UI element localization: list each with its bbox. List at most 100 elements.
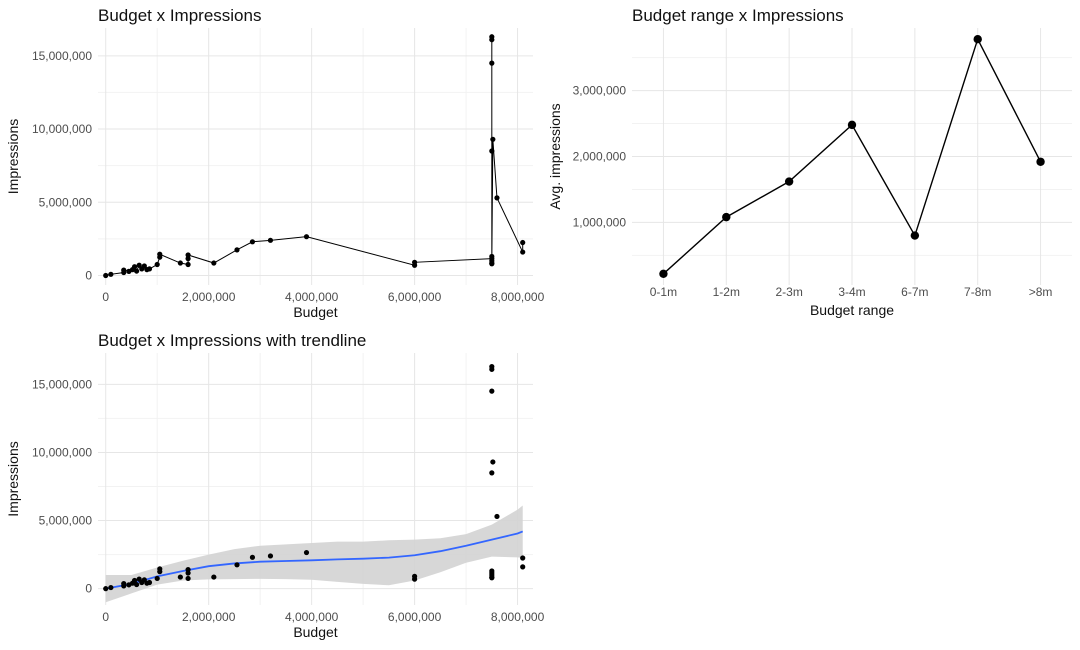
- chart3-data-point: [103, 586, 109, 592]
- chart1-x-axis-title: Budget: [293, 304, 337, 320]
- chart3-x-tick-label: 6,000,000: [388, 610, 442, 624]
- chart1-y-tick-label: 0: [85, 268, 92, 282]
- chart1-data-point: [489, 148, 495, 154]
- chart1-data-point: [157, 251, 163, 257]
- chart3-x-tick-label: 0: [102, 610, 109, 624]
- chart1-data-point: [211, 260, 217, 266]
- chart3-data-point: [108, 584, 114, 591]
- chart3-data-point: [411, 576, 418, 582]
- chart3-data-point: [157, 569, 163, 575]
- chart1-y-tick-label: 10,000,000: [32, 122, 92, 136]
- chart3-data-point: [157, 566, 163, 572]
- chart1-data-point: [154, 261, 160, 268]
- chart2-series-line: [662, 37, 1042, 275]
- chart1-data-point: [108, 271, 114, 277]
- chart2-x-tick-label: 1-2m: [713, 285, 740, 299]
- chart1-data-point: [234, 247, 240, 253]
- chart2-x-tick-label: 3-4m: [838, 285, 865, 299]
- chart2-x-tick-label: 7-8m: [964, 285, 991, 299]
- chart1-data-point: [144, 267, 150, 273]
- chart3-data-point: [141, 577, 147, 583]
- chart1-data-point: [490, 136, 496, 142]
- chart1-data-point: [303, 234, 310, 240]
- chart2-title: Budget range x Impressions: [632, 6, 844, 25]
- chart1-data-point: [489, 260, 495, 266]
- chart3-x-tick-label: 4,000,000: [285, 610, 339, 624]
- chart1-data-point: [177, 260, 183, 266]
- chart1-x-tick-label: 6,000,000: [388, 290, 442, 304]
- chart2-data-point: [973, 35, 982, 44]
- chart3-data-point: [146, 579, 153, 586]
- chart1-x-tick-label: 2,000,000: [182, 290, 236, 304]
- chart3-data-point: [211, 574, 217, 580]
- chart1-y-tick-label: 5,000,000: [39, 195, 93, 209]
- chart3-x-axis-title: Budget: [293, 624, 337, 640]
- chart3-data-point: [131, 577, 138, 584]
- chart3-confidence-band: [105, 505, 523, 603]
- chart2-data-point: [910, 231, 920, 240]
- chart1-data-point: [489, 256, 495, 262]
- chart1-data-point: [103, 272, 109, 279]
- chart1-data-point: [489, 37, 495, 43]
- chart2-x-axis-title: Budget range: [810, 302, 894, 318]
- chart1-data-point: [489, 60, 495, 66]
- chart3-data-point: [489, 364, 495, 370]
- chart3-data-point: [489, 572, 495, 578]
- chart1-data-point: [185, 252, 191, 258]
- chart2-data-point: [659, 269, 668, 278]
- chart2-x-tick-label: 0-1m: [650, 285, 677, 299]
- chart3-y-tick-label: 15,000,000: [32, 377, 92, 391]
- chart2-y-tick-label: 3,000,000: [573, 84, 627, 98]
- chart1-data-point: [249, 239, 256, 245]
- chart1-data-point: [185, 261, 191, 268]
- chart1-title: Budget x Impressions: [98, 6, 262, 25]
- chart1-data-point: [141, 263, 147, 269]
- chart3-data-point: [177, 574, 183, 580]
- chart3-y-axis-title: Impressions: [5, 441, 21, 516]
- chart3-data-point: [489, 388, 495, 394]
- chart3-x-tick-label: 2,000,000: [182, 610, 236, 624]
- chart3-data-point: [520, 564, 526, 570]
- chart3-data-point: [303, 549, 310, 556]
- chart1-x-tick-label: 8,000,000: [491, 290, 545, 304]
- chart3-data-point: [489, 575, 495, 581]
- chart3-data-point: [126, 582, 132, 588]
- chart3-data-point: [234, 562, 240, 568]
- chart2-data-point: [722, 212, 731, 222]
- chart3-data-point: [489, 366, 495, 372]
- chart1-data-point: [411, 262, 418, 268]
- chart1-data-point: [267, 237, 274, 243]
- chart1-data-point: [157, 254, 163, 260]
- chart1-data-point: [489, 258, 495, 264]
- chart3-x-tick-label: 8,000,000: [491, 610, 545, 624]
- chart3-data-point: [489, 568, 495, 574]
- chart1-y-tick-label: 15,000,000: [32, 49, 92, 63]
- chart3-title: Budget x Impressions with trendline: [98, 331, 367, 350]
- chart1-data-point: [121, 267, 127, 273]
- chart1-data-point: [139, 266, 145, 272]
- chart1-data-point: [134, 268, 140, 274]
- chart1-data-point: [136, 262, 142, 268]
- chart1-data-point: [146, 266, 153, 272]
- chart1-data-point: [489, 253, 495, 260]
- chart2-x-tick-label: >8m: [1029, 285, 1053, 299]
- chart3-data-point: [185, 566, 191, 573]
- chart3-y-tick-label: 10,000,000: [32, 445, 92, 459]
- chart1-data-point: [126, 268, 132, 274]
- chart3-data-point: [136, 576, 142, 582]
- chart3-data-point: [121, 583, 127, 589]
- chart3-data-point: [129, 580, 136, 586]
- chart2-x-tick-label: 6-7m: [901, 285, 928, 299]
- chart1-data-point: [494, 195, 500, 201]
- chart3-data-point: [121, 581, 127, 587]
- chart3-data-point: [411, 573, 418, 579]
- chart3-data-point: [134, 581, 140, 588]
- chart1-data-point: [489, 261, 495, 267]
- chart1-data-point: [131, 264, 138, 270]
- chart2-y-tick-label: 2,000,000: [573, 150, 627, 164]
- chart1-y-axis-title: Impressions: [5, 119, 21, 194]
- chart3-data-point: [494, 513, 500, 520]
